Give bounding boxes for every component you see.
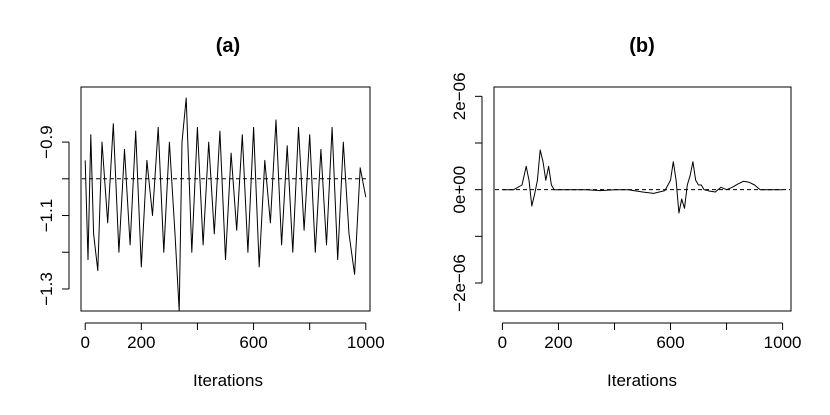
x-tick-label: 0 (80, 333, 89, 352)
y-tick-label: −2e−06 (450, 254, 469, 312)
panel-b-series-line (502, 149, 783, 214)
y-tick-label: −1.3 (37, 272, 56, 306)
y-tick-label: −1.1 (37, 199, 56, 233)
panel-a-series-line (84, 97, 367, 312)
x-tick-label: 1000 (764, 333, 802, 352)
panel-a-x-label: Iterations (193, 371, 263, 390)
panel-b-x-label: Iterations (607, 371, 677, 390)
panel-b-plot-frame (493, 86, 792, 312)
panel-b-y-axis: −2e−06 0e+00 2e−06 (450, 72, 483, 312)
x-tick-label: 600 (239, 333, 267, 352)
x-tick-label: 0 (498, 333, 507, 352)
panel-a-y-axis: −1.3 −1.1 −0.9 (37, 125, 70, 306)
panel-b: (b) −2e−06 0e+00 2e−06 0 200 600 1000 Iterati… (450, 35, 802, 390)
x-tick-label: 200 (544, 333, 572, 352)
y-tick-label: 0e+00 (450, 166, 469, 214)
panel-a-x-axis: 0 200 600 1000 (80, 322, 385, 352)
y-tick-label: −0.9 (37, 125, 56, 159)
x-tick-label: 600 (656, 333, 684, 352)
panel-b-title: (b) (629, 35, 655, 57)
y-tick-label: 2e−06 (450, 72, 469, 120)
panel-b-x-axis: 0 200 600 1000 (498, 322, 802, 352)
panel-a-plot-frame (80, 86, 371, 312)
x-tick-label: 1000 (347, 333, 385, 352)
panel-a: (a) −1.3 −1.1 −0.9 0 200 600 1000 Iterations (37, 35, 385, 390)
panel-a-title: (a) (216, 35, 240, 57)
x-tick-label: 200 (127, 333, 155, 352)
